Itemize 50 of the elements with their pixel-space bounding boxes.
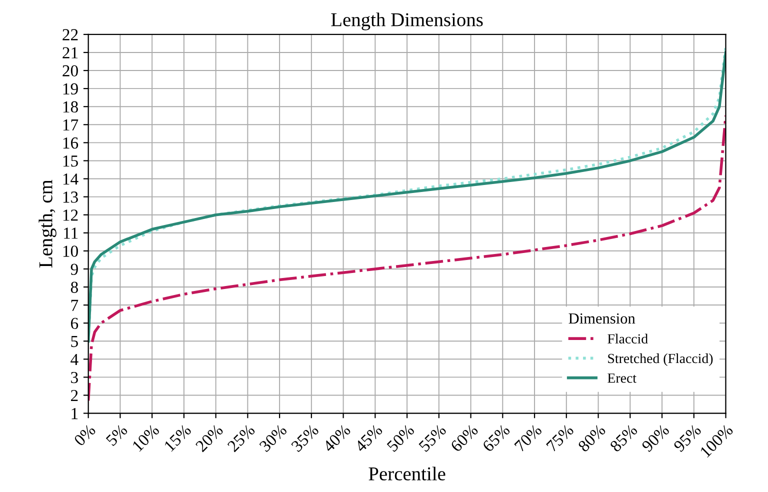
- y-tick-label: 2: [70, 390, 78, 402]
- y-tick-label: 13: [63, 192, 78, 203]
- x-tick-label: 95%: [673, 424, 702, 453]
- y-tick-label: 20: [62, 65, 78, 76]
- y-tick-label: 4: [70, 354, 78, 365]
- y-tick-label: 5: [71, 336, 78, 348]
- x-tick-label: 5%: [106, 424, 128, 446]
- x-tick-label: 45%: [354, 424, 384, 453]
- x-tick-label: 85%: [609, 424, 638, 452]
- y-tick-label: 19: [63, 83, 78, 95]
- legend-title: Dimension: [568, 313, 636, 324]
- y-tick-label: 14: [63, 174, 78, 185]
- x-tick-label: 55%: [418, 424, 447, 452]
- x-tick-label: 70%: [514, 424, 542, 452]
- y-tick-label: 8: [70, 282, 78, 293]
- legend-label: Stretched (Flaccid): [608, 353, 713, 366]
- y-tick-label: 12: [63, 210, 78, 221]
- y-tick-label: 18: [63, 101, 78, 113]
- x-axis-title: Percentile: [368, 466, 446, 480]
- x-tick-label: 50%: [386, 424, 415, 452]
- x-tick-label: 90%: [641, 424, 670, 453]
- x-tick-label: 15%: [164, 424, 192, 452]
- x-tick-label: 10%: [132, 424, 160, 452]
- x-tick-label: 30%: [258, 424, 288, 452]
- y-tick-label: 21: [62, 47, 78, 58]
- x-tick-label: 60%: [450, 424, 479, 452]
- x-tick-label: 40%: [322, 424, 352, 453]
- y-tick-label: 11: [64, 228, 78, 239]
- x-tick-label: 35%: [290, 424, 320, 452]
- x-tick-label: 25%: [226, 424, 256, 452]
- y-tick-label: 9: [70, 264, 78, 275]
- legend-label: Flaccid: [608, 334, 648, 344]
- y-tick-label: 3: [71, 372, 78, 384]
- y-tick-label: 7: [71, 300, 78, 311]
- y-tick-label: 22: [62, 29, 78, 40]
- chart-title: Length Dimensions: [331, 12, 483, 30]
- line-series: [88, 114, 726, 402]
- y-tick-label: 10: [63, 246, 78, 257]
- y-tick-label: 17: [63, 119, 78, 130]
- y-tick-label: 16: [63, 137, 78, 149]
- y-tick-label: 6: [70, 318, 78, 330]
- y-tick-label: 1: [72, 408, 78, 420]
- x-tick-label: 75%: [546, 424, 574, 452]
- x-tick-label: 65%: [482, 424, 511, 452]
- y-tick-label: 15: [63, 156, 78, 167]
- legend-label: Erect: [608, 374, 636, 383]
- x-tick-label: 0%: [73, 424, 96, 447]
- y-axis-title: Length, cm: [38, 180, 56, 268]
- x-tick-label: 20%: [195, 424, 224, 452]
- x-tick-label: 80%: [577, 424, 606, 452]
